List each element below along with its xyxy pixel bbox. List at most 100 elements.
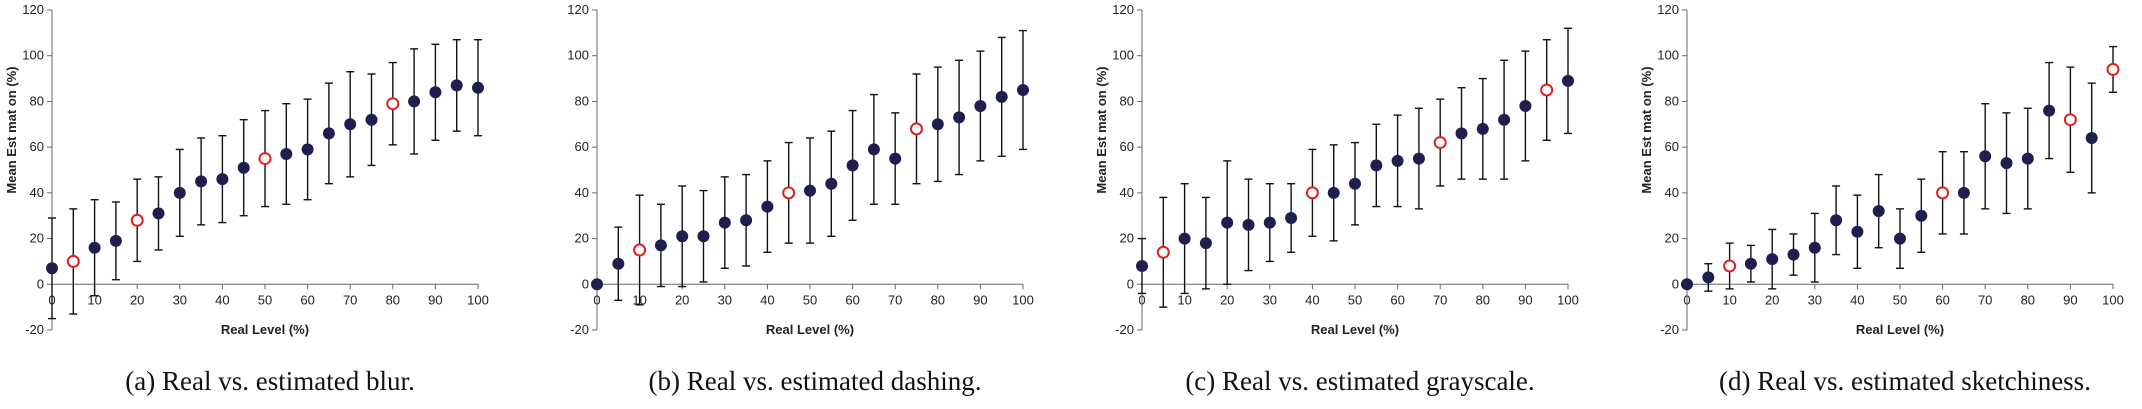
data-point <box>1199 237 1212 250</box>
panel-blur: -200204060801001200102030405060708090100… <box>0 0 540 409</box>
data-point <box>195 175 208 188</box>
x-tick-label: 100 <box>1557 292 1579 307</box>
scatter-plot-blur: -200204060801001200102030405060708090100… <box>4 2 489 337</box>
x-tick-label: 30 <box>718 292 732 307</box>
data-point-highlight <box>782 186 796 200</box>
data-point <box>1476 122 1489 135</box>
data-point <box>365 113 378 126</box>
x-tick-label: 90 <box>1518 292 1532 307</box>
x-tick-label: 50 <box>1893 292 1907 307</box>
data-point <box>1872 205 1885 218</box>
data-point <box>1263 216 1276 229</box>
x-tick-label: 10 <box>1722 292 1736 307</box>
data-point <box>2085 132 2098 144</box>
data-point <box>88 241 101 254</box>
x-tick-label: 50 <box>803 292 817 307</box>
data-point <box>804 184 816 197</box>
data-point-highlight <box>2106 62 2120 76</box>
y-tick-label: 80 <box>1120 93 1134 108</box>
caption-sketchiness: (d) Real vs. estimated sketchiness. <box>1719 366 2091 396</box>
y-tick-label: 100 <box>22 48 44 63</box>
data-point-highlight <box>1433 136 1447 150</box>
data-point <box>825 177 838 190</box>
x-tick-label: 70 <box>343 292 357 307</box>
y-tick-label: 20 <box>30 231 44 246</box>
caption-grayscale: (c) Real vs. estimated grayscale. <box>1185 366 1535 396</box>
x-axis-title: Real Level (%) <box>1856 322 1944 337</box>
data-point <box>995 90 1008 103</box>
x-tick-label: 60 <box>1935 292 1949 307</box>
data-point-highlight <box>633 243 647 257</box>
x-tick-label: 90 <box>973 292 987 307</box>
data-point <box>2000 157 2013 170</box>
data-point-highlight <box>1156 245 1170 259</box>
x-tick-label: 0 <box>1138 292 1145 307</box>
x-tick-label: 80 <box>931 292 945 307</box>
data-point-highlight <box>1723 259 1737 273</box>
y-tick-label: 40 <box>575 185 589 200</box>
x-tick-label: 20 <box>130 292 144 307</box>
caption-blur: (a) Real vs. estimated blur. <box>125 366 415 396</box>
data-point <box>697 230 710 243</box>
data-point <box>2021 152 2034 165</box>
x-tick-label: 90 <box>2063 292 2077 307</box>
x-tick-label: 10 <box>1177 292 1191 307</box>
data-point <box>1017 84 1029 96</box>
data-point <box>1327 186 1340 199</box>
data-point <box>740 214 753 227</box>
y-tick-label: 40 <box>1120 185 1134 200</box>
data-point-highlight <box>1936 186 1950 200</box>
data-point <box>974 100 987 112</box>
data-point <box>654 239 667 252</box>
y-tick-label: -20 <box>1660 322 1679 337</box>
data-point <box>216 173 229 186</box>
data-point <box>612 257 625 270</box>
y-tick-label: 60 <box>30 139 44 154</box>
data-point <box>889 152 902 165</box>
data-point <box>46 262 58 275</box>
data-point <box>761 200 774 213</box>
x-tick-label: 30 <box>173 292 187 307</box>
data-point-highlight <box>386 97 400 111</box>
y-tick-label: 120 <box>1657 2 1679 17</box>
x-tick-label: 70 <box>1433 292 1447 307</box>
y-tick-label: 0 <box>582 276 589 291</box>
data-point <box>1370 159 1383 172</box>
x-tick-label: 60 <box>1390 292 1404 307</box>
y-tick-label: 100 <box>1112 48 1134 63</box>
scatter-plot-grayscale: -20 0 20 40 60 80 100 120 0 10 20 30 40 50 60 70 80 90 100… <box>1094 2 1579 337</box>
panel-sketchiness: -20 0 20 40 60 80 100 120 0 10 20 30 40 50 60 70 80 90 100… <box>1635 0 2142 409</box>
data-point <box>1519 100 1532 112</box>
x-tick-label: 40 <box>1850 292 1864 307</box>
y-tick-label: 80 <box>30 93 44 108</box>
data-point-highlight <box>130 213 144 227</box>
x-tick-label: 0 <box>593 292 600 307</box>
data-point <box>280 148 293 160</box>
x-tick-label: 70 <box>888 292 902 307</box>
data-point <box>2043 104 2056 117</box>
y-tick-label: 60 <box>575 139 589 154</box>
caption-dashing: (b) Real vs. estimated dashing. <box>648 366 982 396</box>
data-point <box>931 118 944 131</box>
x-axis-title: Real Level (%) <box>766 322 854 337</box>
y-tick-label: -20 <box>570 322 589 337</box>
y-tick-label: 0 <box>1672 276 1679 291</box>
data-point <box>1766 253 1779 266</box>
scatter-plot-sketchiness: -20 0 20 40 60 80 100 120 0 10 20 30 40 50 60 70 80 90 100… <box>1639 2 2124 337</box>
x-tick-label: 100 <box>1012 292 1034 307</box>
y-tick-label: 20 <box>575 231 589 246</box>
y-axis-title: Mean Est mat on (%) <box>4 66 19 193</box>
x-tick-label: 100 <box>2102 292 2124 307</box>
data-point-highlight <box>1540 83 1554 97</box>
data-point <box>344 118 357 131</box>
y-axis-title: Mean Est mat on (%) <box>1639 66 1654 193</box>
data-point <box>301 143 314 156</box>
y-axis-title: Mean Est mat on (%) <box>1094 66 1109 193</box>
data-point <box>591 278 603 291</box>
data-point <box>472 81 484 94</box>
x-axis-title: Real Level (%) <box>1311 322 1399 337</box>
data-point <box>1787 248 1800 261</box>
data-point <box>1979 150 1992 163</box>
y-tick-label: 40 <box>1665 185 1679 200</box>
data-point-highlight <box>1305 186 1319 200</box>
